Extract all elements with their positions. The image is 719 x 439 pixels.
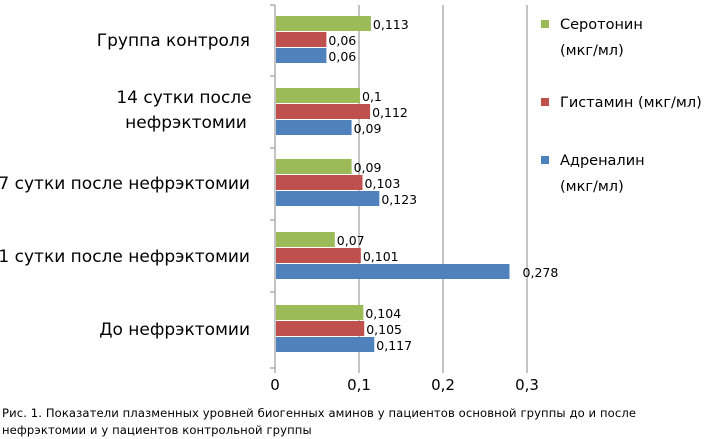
data-label: 0,09 bbox=[354, 160, 382, 175]
data-label: 0,113 bbox=[373, 17, 409, 32]
bar-series-2 bbox=[276, 104, 371, 119]
bar-series-1 bbox=[276, 16, 371, 31]
x-tick-label: 0,2 bbox=[431, 376, 455, 394]
bar-series-3 bbox=[276, 48, 327, 63]
legend-swatch bbox=[541, 156, 549, 164]
bar-series-3 bbox=[276, 264, 510, 279]
bar-series-1 bbox=[276, 305, 364, 320]
data-label: 0,06 bbox=[328, 33, 356, 48]
bar-series-3 bbox=[276, 191, 380, 206]
bar-series-1 bbox=[276, 159, 352, 174]
figure-caption: Рис. 1. Показатели плазменных уровней би… bbox=[2, 406, 637, 437]
data-label: 0,103 bbox=[365, 176, 401, 191]
legend-swatch bbox=[541, 98, 549, 106]
data-label: 0,104 bbox=[365, 306, 401, 321]
x-tick-label: 0,3 bbox=[515, 376, 539, 394]
bar-series-1 bbox=[276, 88, 360, 103]
bar-series-2 bbox=[276, 175, 363, 190]
data-label: 0,105 bbox=[366, 322, 402, 337]
bar-chart: 0 0,1 0,2 0,3 Группа контроля 14 сутки после н… bbox=[0, 4, 559, 394]
legend-swatch bbox=[541, 20, 549, 28]
category-label: 7 сутки после нефрэктомии bbox=[0, 174, 250, 194]
category-label: 14 сутки после bbox=[116, 88, 251, 108]
category-label: Группа контроля bbox=[97, 31, 250, 51]
category-label: 1 сутки после нефрэктомии bbox=[0, 247, 250, 267]
category-label: До нефрэктомии bbox=[99, 320, 250, 340]
bar-series-2 bbox=[276, 248, 361, 263]
bar-series-1 bbox=[276, 232, 335, 247]
legend-label: Гистамин (мкг/мл) bbox=[560, 95, 702, 111]
bar-series-2 bbox=[276, 321, 365, 336]
bar-series-3 bbox=[276, 337, 375, 352]
data-label: 0,101 bbox=[363, 249, 399, 264]
data-label: 0,117 bbox=[376, 338, 412, 353]
data-label: 0,07 bbox=[337, 233, 365, 248]
legend-label: Адреналин (мкг/мл) bbox=[560, 153, 645, 195]
legend-label: Серотонин (мкг/мл) bbox=[560, 17, 643, 59]
data-label: 0,123 bbox=[381, 192, 417, 207]
data-label: 0,1 bbox=[362, 89, 382, 104]
bar-series-2 bbox=[276, 32, 327, 47]
bar-series-3 bbox=[276, 120, 352, 135]
x-tick-label: 0,1 bbox=[347, 376, 371, 394]
data-label: 0,09 bbox=[354, 121, 382, 136]
data-label: 0,278 bbox=[523, 265, 559, 280]
x-tick-label: 0 bbox=[270, 376, 280, 394]
category-label: нефрэктомии bbox=[125, 113, 247, 133]
data-label: 0,06 bbox=[328, 49, 356, 64]
data-label: 0,112 bbox=[372, 105, 408, 120]
